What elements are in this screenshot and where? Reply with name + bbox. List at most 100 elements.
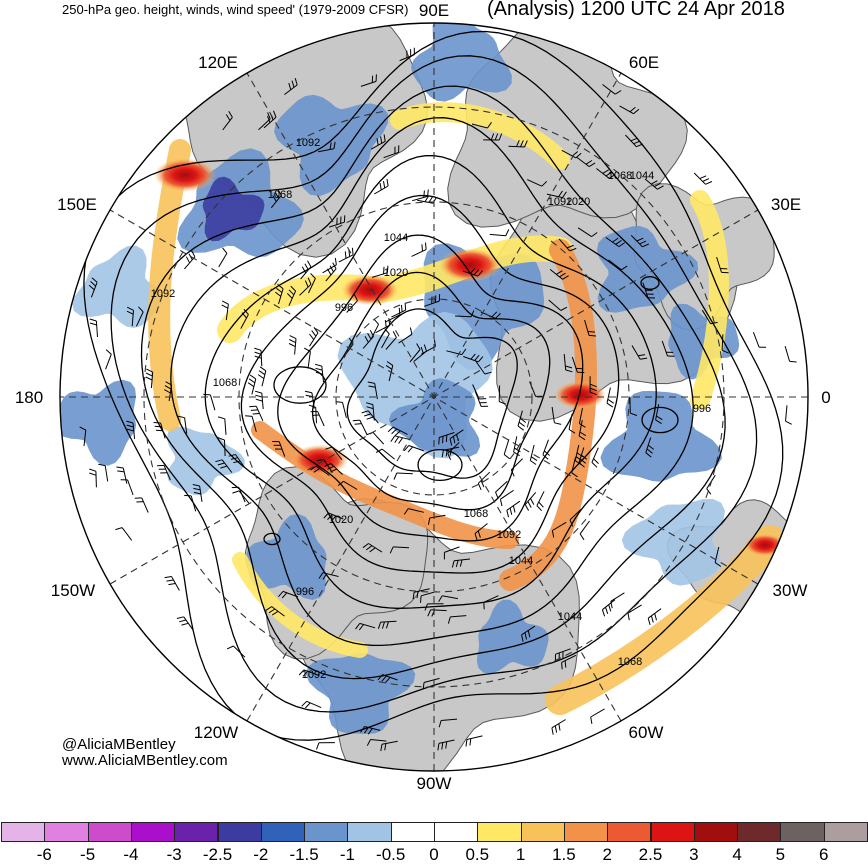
wind-barb: [310, 410, 325, 427]
wind-barb: [346, 294, 358, 313]
colorbar-swatch: [563, 822, 609, 842]
negative-anomaly: [166, 426, 245, 496]
wind-barb: [120, 479, 134, 496]
lon-label-90e: 90E: [419, 1, 449, 20]
wind-barb: [278, 590, 299, 599]
wind-barb: [381, 328, 390, 349]
wind-barb: [374, 179, 389, 195]
wind-barb: [164, 381, 173, 401]
wind-barb: [606, 387, 614, 408]
wind-barb: [393, 472, 413, 480]
wind-barb: [438, 595, 458, 603]
wind-barb: [568, 413, 576, 434]
wind-barb: [380, 740, 398, 752]
colorbar-swatch: [780, 822, 825, 842]
contour-label: 1068: [213, 377, 237, 389]
wind-barb: [115, 527, 133, 541]
wind-barb: [387, 426, 408, 436]
wind-barb: [272, 441, 286, 457]
wind-barb: [655, 404, 663, 425]
wind-barb: [642, 282, 656, 299]
wind-barb: [89, 318, 98, 338]
contour-label: 1044: [630, 170, 654, 182]
wind-barb: [521, 625, 536, 642]
wind-barb: [561, 654, 577, 670]
lon-label-150w: 150W: [51, 581, 95, 600]
wind-barb: [631, 345, 648, 360]
wind-barb: [308, 273, 316, 294]
wind-barb: [471, 122, 492, 129]
wind-barb: [218, 247, 228, 268]
wind-barb: [323, 512, 344, 522]
wind-barb: [399, 47, 415, 62]
wind-barb: [526, 179, 548, 187]
wind-barb: [403, 508, 424, 515]
wind-barb: [217, 437, 226, 457]
wind-barb: [153, 422, 166, 439]
wind-barb: [385, 307, 401, 323]
wind-barb: [499, 489, 514, 507]
lon-label-60w: 60W: [629, 723, 664, 742]
negative-anomaly: [476, 599, 549, 674]
wind-barb: [385, 361, 394, 382]
wind-barb: [316, 458, 333, 473]
colorbar-tick-label: 3: [689, 845, 699, 864]
wind-barb: [422, 677, 440, 690]
contour-labels: 1092106810441020996109210681044102099610…: [151, 137, 711, 681]
wind-barb: [548, 299, 568, 311]
wind-barb: [542, 439, 550, 460]
wind-barb: [503, 439, 511, 460]
wind-barb: [574, 444, 584, 465]
colorbar-swatch: [174, 822, 219, 842]
wind-barb: [240, 308, 249, 329]
colorbar-swatch: [260, 822, 306, 842]
wind-barb: [601, 599, 616, 617]
wind-barb: [549, 269, 569, 280]
wind-barb: [589, 376, 597, 396]
colorbar-tick-label: 6: [818, 845, 829, 864]
wind-barb: [608, 259, 628, 271]
wind-barb: [483, 595, 499, 610]
colorbar-tick-label: 2: [602, 845, 612, 864]
wind-barb: [318, 141, 336, 153]
polar-map: 1092106810441020996109210681044102099610…: [15, 1, 831, 793]
jet-maximum: [554, 381, 606, 409]
colorbar-swatch: [650, 822, 695, 842]
wind-barb: [427, 514, 446, 525]
wind-barb: [221, 300, 229, 321]
contour-label: 996: [296, 586, 314, 598]
closed-low-contour: [640, 276, 660, 290]
lon-label-90w: 90W: [417, 774, 452, 793]
colorbar-tick-label: -4: [123, 845, 139, 864]
wind-barb: [602, 84, 622, 95]
wind-barb: [578, 420, 587, 441]
wind-barb: [362, 543, 383, 553]
wind-barb: [375, 448, 395, 460]
negative-anomaly: [596, 226, 699, 313]
colorbar-tick-label: 2.5: [638, 845, 663, 864]
wind-barb: [630, 234, 650, 248]
colorbar-tick-label: 0: [429, 845, 439, 864]
latitude-circle: [143, 106, 725, 688]
wind-barbs: [79, 47, 797, 752]
wind-barb: [424, 603, 444, 611]
wind-barb: [308, 327, 319, 347]
map-subtitle: 250-hPa geo. height, winds, wind speed' …: [62, 2, 409, 17]
contour-label: 1068: [464, 508, 488, 520]
wind-barb: [254, 347, 263, 367]
colorbar-swatch: [823, 822, 868, 842]
wind-barb: [625, 134, 643, 148]
wind-barb: [377, 620, 397, 629]
colorbar-swatch: [520, 822, 565, 842]
wind-barb: [465, 735, 483, 747]
wind-barb: [475, 360, 492, 375]
wind-barb: [245, 415, 257, 432]
colorbar-swatch: [304, 822, 349, 842]
wind-barb: [554, 648, 571, 662]
wind-barb: [443, 546, 460, 560]
wind-barb: [98, 463, 109, 482]
lon-label-120w: 120W: [194, 723, 238, 742]
wind-barb: [192, 484, 203, 502]
wind-barb: [403, 445, 424, 453]
wind-barb: [390, 435, 411, 444]
